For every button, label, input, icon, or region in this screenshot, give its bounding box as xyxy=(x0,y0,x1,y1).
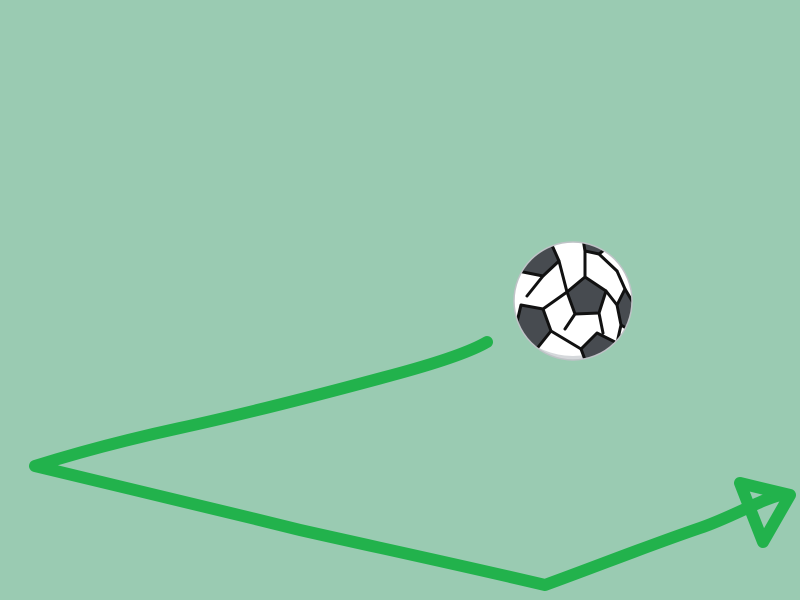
trajectory-line xyxy=(29,336,786,591)
soccer-ball-icon[interactable] xyxy=(513,239,635,371)
trajectory xyxy=(29,336,796,591)
arrowhead-icon xyxy=(734,477,796,548)
